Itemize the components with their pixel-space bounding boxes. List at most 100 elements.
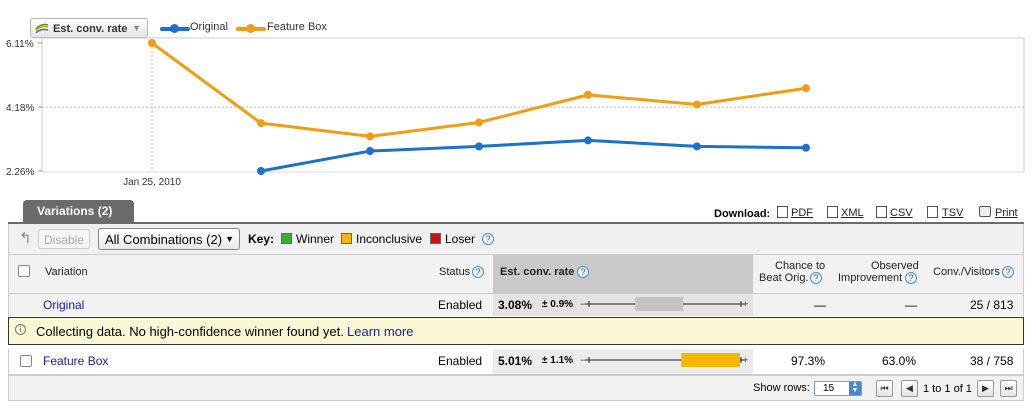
variation-link-feature-box[interactable]: Feature Box [43, 354, 109, 368]
chevron-down-icon: ▼ [225, 234, 234, 244]
learn-more-link[interactable]: Learn more [347, 324, 414, 339]
improvement-original: — [905, 298, 917, 312]
header-improvement-line2[interactable]: Improvement [838, 272, 903, 284]
data-point-0 [584, 136, 592, 145]
header-conv-rate[interactable]: Est. conv. rate [500, 266, 575, 278]
download-xml-link[interactable]: XML [841, 207, 864, 219]
conv-rate-header-highlight [493, 255, 753, 293]
info-icon: i [15, 324, 26, 335]
conv-visitors-feature-box: 38 / 758 [970, 354, 1014, 368]
download-pdf-link[interactable]: PDF [791, 207, 813, 219]
range-minus: − [580, 355, 585, 365]
data-point-1 [257, 119, 265, 128]
header-variation[interactable]: Variation [45, 266, 88, 278]
range-fill [681, 353, 740, 367]
data-point-1 [148, 39, 156, 47]
data-point-1 [584, 90, 592, 99]
page-range-text: 1 to 1 of 1 [923, 383, 972, 395]
data-point-1 [693, 100, 701, 109]
interval-feature-box: ± 1.1% [542, 355, 574, 366]
undo-arrow-icon[interactable]: ↰ [19, 230, 32, 247]
data-point-0 [475, 142, 483, 151]
range-minus: − [580, 299, 585, 309]
disable-button[interactable]: Disable [38, 229, 90, 249]
winner-swatch [281, 233, 292, 244]
data-point-0 [802, 143, 810, 152]
header-improvement-line1[interactable]: Observed [871, 260, 919, 272]
range-plus: + [743, 299, 748, 309]
legend-label-feature-box: Feature Box [267, 21, 327, 33]
inconclusive-label: Inconclusive [356, 232, 423, 246]
tab-variations[interactable]: Variations (2) [23, 200, 134, 222]
data-point-1 [366, 132, 374, 141]
conv-rate-help-icon[interactable]: ? [577, 266, 589, 278]
data-point-1 [475, 118, 483, 127]
key-label: Key: [248, 232, 275, 246]
data-point-0 [366, 147, 374, 156]
header-chance-line1[interactable]: Chance to [775, 260, 826, 272]
rows-per-page-value: 15 [823, 383, 835, 394]
tsv-icon[interactable] [927, 206, 938, 218]
y-tick-label: 2.26% [6, 167, 34, 178]
data-point-0 [257, 167, 265, 175]
first-page-icon[interactable]: ⏮ [876, 380, 893, 397]
print-link[interactable]: Print [995, 207, 1018, 219]
header-conv-visitors[interactable]: Conv./Visitors [933, 266, 1000, 278]
chart-metric-icon [35, 23, 49, 33]
rows-per-page-select[interactable]: 15 ▲ ▼ [814, 381, 862, 396]
prev-page-icon[interactable]: ◀ [901, 380, 918, 397]
pdf-icon[interactable] [777, 206, 788, 218]
next-page-icon[interactable]: ▶ [977, 380, 994, 397]
chevron-down-icon: ▼ [132, 23, 141, 33]
last-page-icon[interactable]: ⏭ [1000, 380, 1017, 397]
metric-select-label: Est. conv. rate [53, 23, 128, 35]
status-feature-box: Enabled [438, 354, 483, 368]
conv-visitors-help-icon[interactable]: ? [1002, 266, 1014, 278]
variation-link-original[interactable]: Original [43, 298, 85, 312]
header-status[interactable]: Status [439, 266, 471, 278]
winner-label: Winner [296, 232, 335, 246]
interval-original: ± 0.9% [542, 299, 574, 310]
original-rate-cell [493, 294, 753, 316]
select-all-checkbox[interactable] [18, 265, 30, 277]
tab-underline [8, 222, 1024, 224]
loser-label: Loser [445, 232, 476, 246]
status-notice [8, 317, 1024, 345]
data-point-1 [802, 84, 810, 93]
status-original: Enabled [438, 298, 483, 312]
x-tick-label: Jan 25, 2010 [123, 177, 181, 188]
chance-original: — [814, 298, 826, 312]
spinner-arrows-icon: ▲ ▼ [849, 381, 861, 395]
csv-icon[interactable] [876, 206, 887, 218]
xml-icon[interactable] [827, 206, 838, 218]
rate-original: 3.08% [498, 298, 533, 312]
legend-label-original: Original [190, 21, 228, 33]
feature-box-checkbox[interactable] [20, 355, 32, 367]
range-plus: + [743, 355, 748, 365]
combinations-select[interactable]: All Combinations (2) ▼ [98, 228, 240, 250]
pagination-bar [8, 375, 1024, 401]
status-help-icon[interactable]: ? [472, 266, 484, 278]
conversion-rate-chart: 6.11% 4.18% 2.26% Jan 25, 2010 [6, 37, 1025, 188]
inconclusive-swatch [341, 233, 352, 244]
y-tick-label: 6.11% [6, 39, 34, 50]
header-chance-line2[interactable]: Beat Orig. [759, 272, 809, 284]
data-point-0 [693, 142, 701, 151]
rate-feature-box: 5.01% [498, 354, 533, 368]
legend-marker-original [170, 24, 179, 33]
key-help-icon[interactable]: ? [482, 233, 494, 245]
show-rows-label: Show rows: [753, 382, 810, 394]
series-line-0 [260, 138, 807, 173]
improvement-help-icon[interactable]: ? [905, 272, 917, 284]
print-icon[interactable] [979, 206, 991, 217]
download-csv-link[interactable]: CSV [890, 207, 913, 219]
download-tsv-link[interactable]: TSV [942, 207, 964, 219]
loser-swatch [430, 233, 441, 244]
combinations-select-value: All Combinations (2) [105, 232, 223, 247]
legend-marker-feature-box [246, 24, 255, 33]
y-tick-label: 4.18% [6, 103, 34, 114]
improvement-feature-box: 63.0% [882, 354, 917, 368]
conv-visitors-original: 25 / 813 [970, 298, 1014, 312]
chance-help-icon[interactable]: ? [810, 272, 822, 284]
